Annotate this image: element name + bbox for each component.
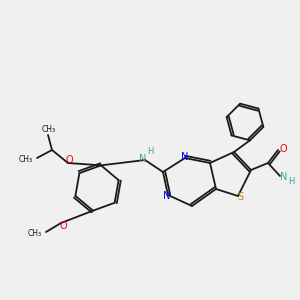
Text: N: N xyxy=(163,191,171,201)
Text: O: O xyxy=(59,221,67,231)
Text: H: H xyxy=(288,178,294,187)
Text: N: N xyxy=(139,154,147,164)
Text: O: O xyxy=(279,144,287,154)
Text: CH₃: CH₃ xyxy=(42,124,56,134)
Text: CH₃: CH₃ xyxy=(28,230,42,238)
Text: N: N xyxy=(181,152,189,162)
Text: N: N xyxy=(280,172,288,182)
Text: S: S xyxy=(237,192,243,202)
Text: O: O xyxy=(65,155,73,165)
Text: CH₃: CH₃ xyxy=(19,154,33,164)
Text: H: H xyxy=(147,148,153,157)
